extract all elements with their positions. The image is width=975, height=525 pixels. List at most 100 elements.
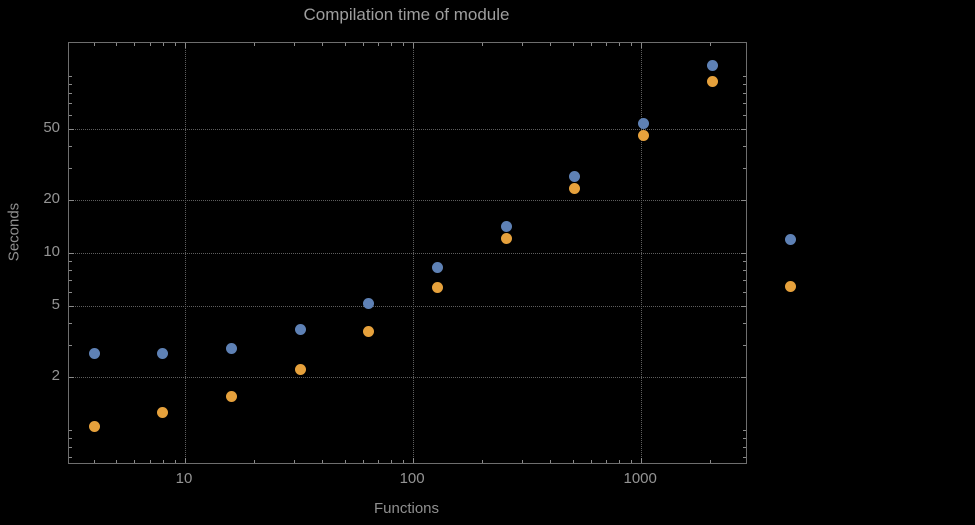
tick-mark xyxy=(641,43,643,48)
tick-mark xyxy=(743,103,746,105)
tick-mark xyxy=(743,146,746,148)
tick-mark xyxy=(413,458,415,463)
tick-mark xyxy=(69,269,72,271)
tick-mark xyxy=(391,43,392,46)
plot-area xyxy=(68,42,747,464)
tick-mark xyxy=(743,292,746,294)
x-axis-label: Functions xyxy=(373,500,440,517)
tick-mark xyxy=(69,260,72,262)
tick-mark xyxy=(481,43,483,46)
y-tick-label: 5 xyxy=(51,296,60,314)
tick-mark xyxy=(134,43,136,46)
tick-mark xyxy=(743,83,746,85)
tick-mark xyxy=(377,460,379,463)
tick-mark xyxy=(741,199,746,201)
tick-mark xyxy=(69,129,74,130)
data-point-orange xyxy=(706,75,718,87)
tick-mark xyxy=(253,43,255,46)
tick-mark xyxy=(69,447,72,448)
tick-mark xyxy=(185,458,186,463)
tick-mark xyxy=(743,323,746,325)
tick-mark xyxy=(162,43,164,46)
tick-mark xyxy=(69,83,72,85)
tick-mark xyxy=(69,376,74,378)
tick-mark xyxy=(402,43,404,46)
tick-mark xyxy=(743,115,746,116)
data-point-blue xyxy=(226,342,238,354)
tick-mark xyxy=(619,43,621,46)
tick-mark xyxy=(174,460,176,463)
data-point-blue xyxy=(500,221,512,233)
gridline-horizontal xyxy=(69,376,746,378)
tick-mark xyxy=(741,376,746,378)
data-point-orange xyxy=(88,420,100,432)
data-point-orange xyxy=(638,129,650,141)
tick-mark xyxy=(572,43,574,46)
tick-mark xyxy=(630,460,632,463)
tick-mark xyxy=(391,460,392,463)
data-point-blue xyxy=(569,170,581,182)
tick-mark xyxy=(322,460,324,463)
tick-mark xyxy=(402,460,404,463)
tick-mark xyxy=(185,43,186,48)
tick-mark xyxy=(69,323,72,325)
tick-mark xyxy=(741,252,746,254)
tick-mark xyxy=(69,345,72,347)
data-point-orange xyxy=(363,325,375,337)
y-tick-label: 20 xyxy=(43,189,60,207)
tick-mark xyxy=(521,460,523,463)
tick-mark xyxy=(572,460,574,463)
tick-mark xyxy=(743,168,746,170)
data-point-blue xyxy=(157,348,169,359)
tick-mark xyxy=(743,260,746,262)
tick-mark xyxy=(743,280,746,282)
tick-mark xyxy=(377,43,379,46)
tick-mark xyxy=(69,115,72,116)
data-point-orange xyxy=(294,363,306,375)
tick-mark xyxy=(743,75,746,77)
data-point-blue xyxy=(432,261,444,273)
tick-mark xyxy=(116,460,118,463)
tick-mark xyxy=(94,43,96,46)
data-point-blue xyxy=(363,297,375,309)
tick-mark xyxy=(605,43,607,46)
tick-mark xyxy=(69,92,72,94)
tick-mark xyxy=(149,43,151,46)
tick-mark xyxy=(709,460,711,463)
tick-mark xyxy=(630,43,632,46)
tick-mark xyxy=(641,458,643,463)
y-tick-label: 2 xyxy=(51,366,60,384)
tick-mark xyxy=(69,252,74,254)
tick-mark xyxy=(322,43,324,46)
tick-mark xyxy=(344,43,346,46)
tick-mark xyxy=(743,269,746,271)
tick-mark xyxy=(344,460,346,463)
tick-mark xyxy=(69,146,72,148)
tick-mark xyxy=(253,460,255,463)
tick-mark xyxy=(743,438,746,439)
tick-mark xyxy=(743,447,746,448)
tick-mark xyxy=(149,460,151,463)
tick-mark xyxy=(481,460,483,463)
tick-mark xyxy=(521,43,523,46)
data-point-orange xyxy=(157,407,169,419)
tick-mark xyxy=(590,43,592,46)
tick-mark xyxy=(605,460,607,463)
tick-mark xyxy=(550,460,552,463)
tick-mark xyxy=(174,43,176,46)
data-point-orange xyxy=(432,281,444,293)
tick-mark xyxy=(94,460,96,463)
gridline-horizontal xyxy=(69,252,746,254)
tick-mark xyxy=(362,460,364,463)
x-tick-label: 100 xyxy=(399,470,425,487)
tick-mark xyxy=(293,43,295,46)
chart-title: Compilation time of module xyxy=(303,5,510,24)
tick-mark xyxy=(69,199,74,201)
tick-mark xyxy=(116,43,118,46)
data-point-orange xyxy=(569,183,581,195)
tick-mark xyxy=(134,460,136,463)
tick-mark xyxy=(69,457,72,459)
data-point-orange xyxy=(226,390,238,402)
tick-mark xyxy=(709,43,711,46)
